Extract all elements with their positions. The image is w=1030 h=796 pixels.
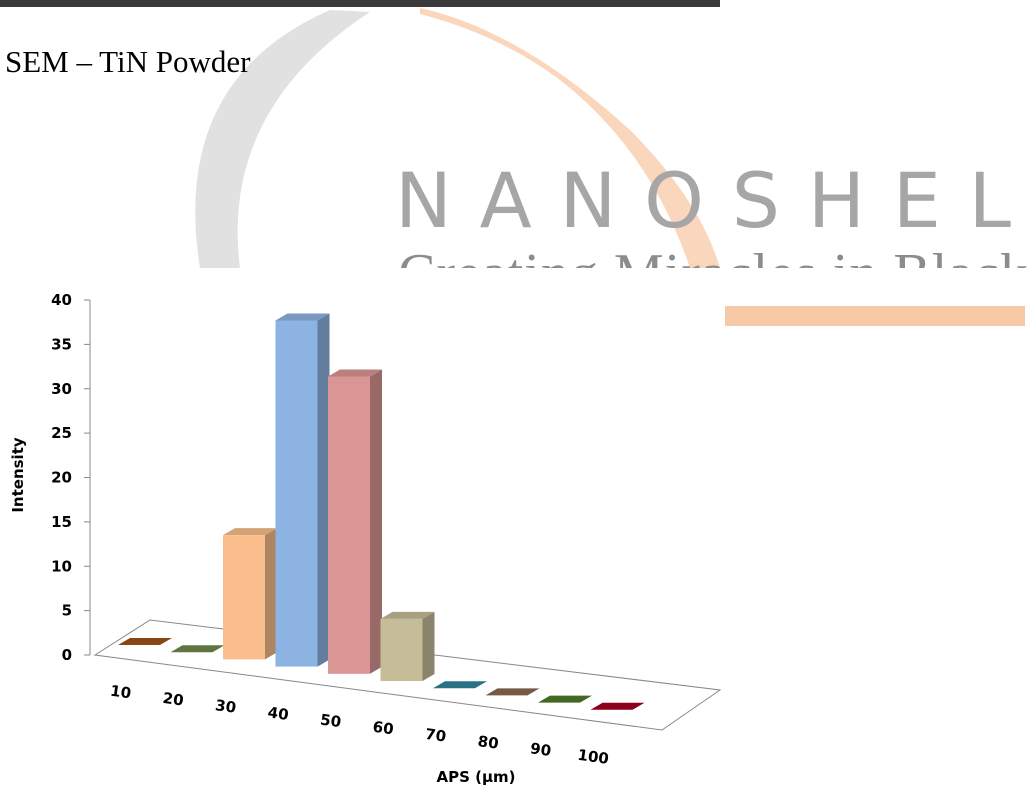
bar-front [381, 619, 423, 681]
y-axis-label: Intensity [9, 437, 27, 513]
x-tick-label: 60 [372, 718, 395, 739]
y-tick-label: 15 [51, 513, 72, 531]
x-tick-label: 80 [477, 732, 500, 753]
x-tick-label: 10 [109, 682, 132, 703]
bar [223, 528, 277, 659]
bar [276, 313, 330, 666]
bar-front [276, 320, 318, 666]
x-tick-label: 90 [529, 739, 552, 760]
bar-front [223, 535, 265, 659]
y-tick-label: 35 [51, 335, 72, 353]
bar [328, 369, 382, 673]
y-tick-label: 10 [51, 557, 72, 575]
y-tick-label: 20 [51, 469, 72, 487]
bar-front [328, 376, 370, 673]
logo-name: NANOSHEL [395, 156, 1025, 245]
x-tick-label: 100 [576, 746, 610, 768]
x-tick-label: 20 [162, 689, 185, 710]
y-tick-label: 5 [62, 602, 72, 620]
x-tick-label: 50 [319, 710, 342, 731]
bar-side [370, 369, 382, 673]
y-tick-label: 40 [51, 291, 72, 309]
x-tick-label: 30 [214, 696, 237, 717]
x-tick-label: 70 [424, 725, 447, 746]
y-tick-label: 0 [62, 646, 72, 664]
bar-side [265, 528, 277, 659]
logo-tagline: Creating Miracles in Black [398, 243, 1028, 305]
x-axis-label: APS (μm) [436, 768, 515, 786]
heading: SEM – TiN Powder [5, 44, 251, 79]
page: SEM – TiN Powder NANOSHEL Creating Mirac… [0, 0, 1030, 796]
tagline-clip: Creating Miracles in Black [398, 243, 1028, 305]
y-tick-label: 25 [51, 424, 72, 442]
x-tick-label: 40 [267, 703, 290, 724]
bar-side [423, 612, 435, 681]
bar [381, 612, 435, 681]
bar-side [318, 313, 330, 666]
y-tick-label: 30 [51, 380, 72, 398]
image-strip [0, 0, 720, 7]
logo-bar [725, 306, 1025, 326]
